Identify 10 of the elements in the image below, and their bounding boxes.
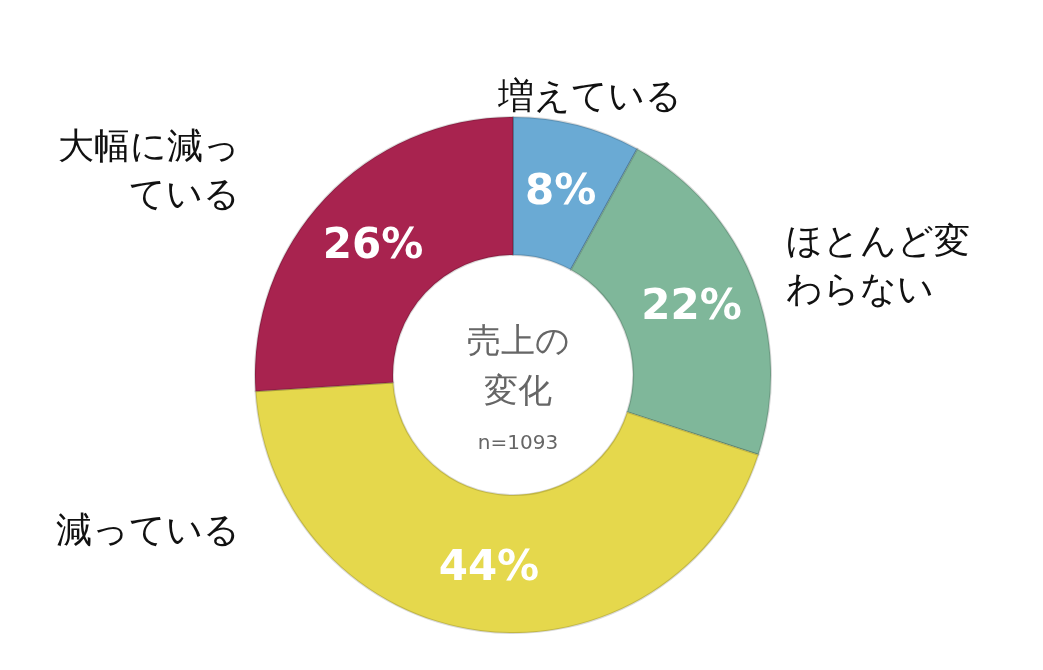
slice-label: 減っている (56, 509, 240, 551)
data-label: 26% (322, 219, 424, 269)
text: 売上の変化 (466, 320, 570, 410)
slice-label: 大幅に減っている (58, 125, 240, 215)
text: n=1093 (477, 430, 559, 454)
data-label: 44% (438, 540, 540, 590)
slice-label: 増えている (496, 74, 682, 116)
data-label: 8% (525, 164, 597, 214)
slice-label: ほとんど変わらない (786, 220, 970, 310)
data-label: 22% (641, 279, 742, 329)
